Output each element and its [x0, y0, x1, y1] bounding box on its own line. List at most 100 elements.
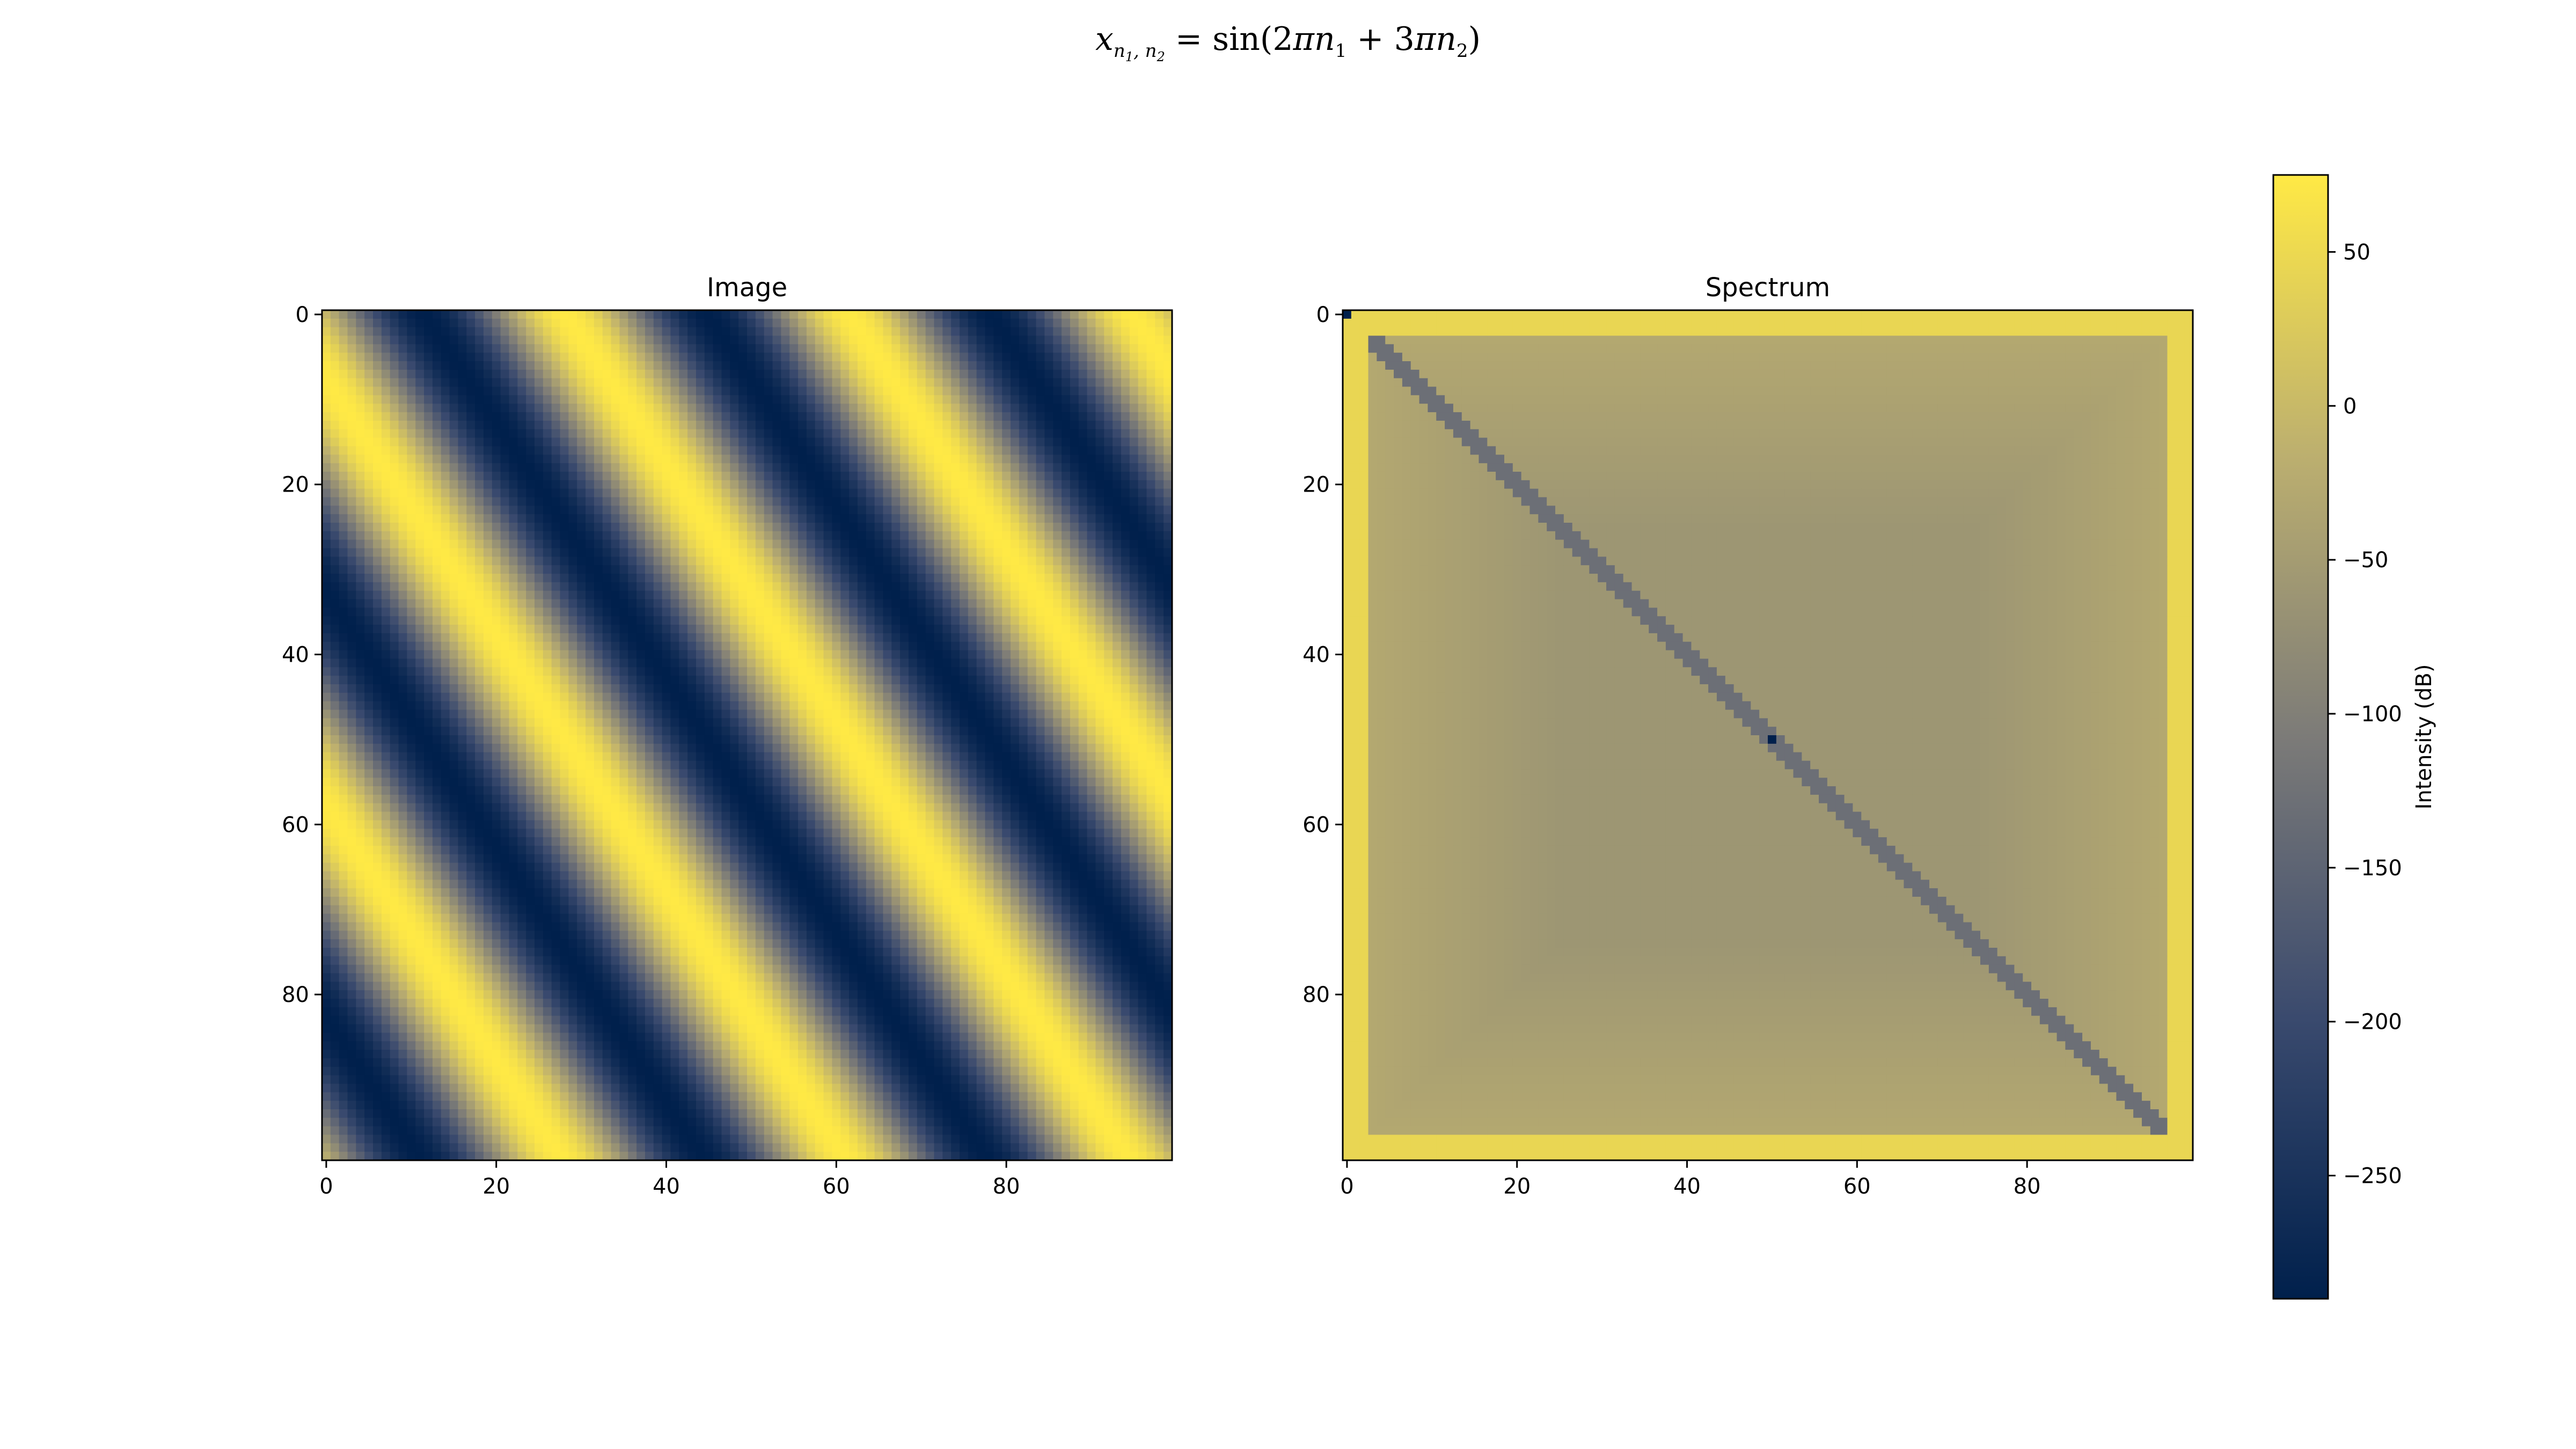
image-cell: [662, 480, 671, 489]
image-cell: [772, 361, 781, 370]
image-cell: [347, 344, 356, 353]
image-cell: [764, 727, 773, 736]
image-cell: [441, 548, 450, 557]
image-cell: [356, 446, 365, 455]
image-cell: [704, 616, 714, 625]
image-cell: [662, 727, 671, 736]
image-cell: [390, 361, 399, 370]
image-cell: [679, 608, 688, 617]
image-cell: [789, 574, 799, 583]
image-cell: [653, 412, 663, 421]
image-cell: [535, 548, 544, 557]
image-cell: [330, 667, 340, 676]
image-cell: [373, 353, 382, 362]
image-cell: [1104, 446, 1113, 455]
image-cell: [798, 404, 807, 413]
image-cell: [628, 625, 637, 634]
image-cell: [636, 692, 646, 702]
image-cell: [373, 625, 382, 634]
image-cell: [1070, 480, 1079, 489]
image-cell: [1053, 727, 1062, 736]
image-cell: [917, 676, 926, 685]
image-cell: [586, 344, 595, 353]
image-cell: [1044, 310, 1053, 319]
image-cell: [424, 718, 433, 727]
image-cell: [1095, 658, 1104, 668]
image-cell: [653, 539, 663, 549]
image-cell: [857, 488, 867, 498]
image-cell: [653, 327, 663, 336]
image-cell: [900, 497, 909, 506]
image-cell: [475, 497, 484, 506]
image-cell: [993, 582, 1002, 591]
image-cell: [381, 709, 391, 719]
image-cell: [730, 446, 739, 455]
image-cell: [721, 667, 730, 676]
image-cell: [815, 590, 824, 600]
image-cell: [551, 727, 561, 736]
image-cell: [1027, 641, 1037, 651]
image-cell: [713, 361, 722, 370]
image-cell: [653, 437, 663, 447]
image-cell: [339, 378, 348, 387]
image-cell: [483, 335, 493, 345]
image-cell: [679, 378, 688, 387]
image-cell: [364, 361, 374, 370]
image-cell: [832, 557, 841, 566]
image-cell: [1155, 395, 1164, 404]
image-cell: [781, 709, 790, 719]
image-cell: [509, 437, 518, 447]
image-cell: [925, 310, 935, 319]
image-cell: [755, 582, 765, 591]
image-cell: [653, 616, 663, 625]
image-cell: [1053, 455, 1062, 464]
image-cell: [730, 318, 739, 328]
image-cell: [1146, 531, 1155, 540]
image-cell: [764, 361, 773, 370]
image-cell: [960, 633, 969, 642]
image-cell: [1095, 523, 1104, 532]
image-cell: [1129, 386, 1139, 396]
image-cell: [475, 658, 484, 668]
image-cell: [823, 539, 832, 549]
image-cell: [602, 378, 612, 387]
image-cell: [883, 701, 892, 711]
image-cell: [713, 429, 722, 438]
image-cell: [373, 506, 382, 515]
image-cell: [687, 318, 697, 328]
image-cell: [492, 701, 501, 711]
image-cell: [849, 429, 858, 438]
image-cell: [747, 514, 756, 523]
image-cell: [1002, 650, 1011, 660]
image-cell: [475, 429, 484, 438]
image-cell: [704, 335, 714, 345]
image-cell: [458, 641, 467, 651]
image-cell: [1070, 446, 1079, 455]
image-cell: [696, 608, 705, 617]
image-cell: [993, 318, 1002, 328]
image-cell: [849, 327, 858, 336]
image-cell: [781, 429, 790, 438]
image-cell: [934, 471, 943, 481]
image-cell: [925, 420, 935, 430]
image-cell: [577, 676, 586, 685]
image-cell: [798, 727, 807, 736]
image-cell: [1155, 667, 1164, 676]
image-cell: [322, 667, 331, 676]
image-cell: [449, 608, 459, 617]
image-cell: [1155, 514, 1164, 523]
image-cell: [849, 335, 858, 345]
image-cell: [586, 506, 595, 515]
image-cell: [1138, 574, 1147, 583]
image-cell: [900, 506, 909, 515]
image-cell: [373, 582, 382, 591]
image-cell: [381, 633, 391, 642]
image-cell: [721, 625, 730, 634]
image-cell: [951, 344, 960, 353]
image-cell: [815, 420, 824, 430]
image-cell: [500, 625, 510, 634]
image-cell: [1044, 446, 1053, 455]
image-cell: [857, 684, 867, 693]
image-cell: [1146, 523, 1155, 532]
image-cell: [679, 625, 688, 634]
